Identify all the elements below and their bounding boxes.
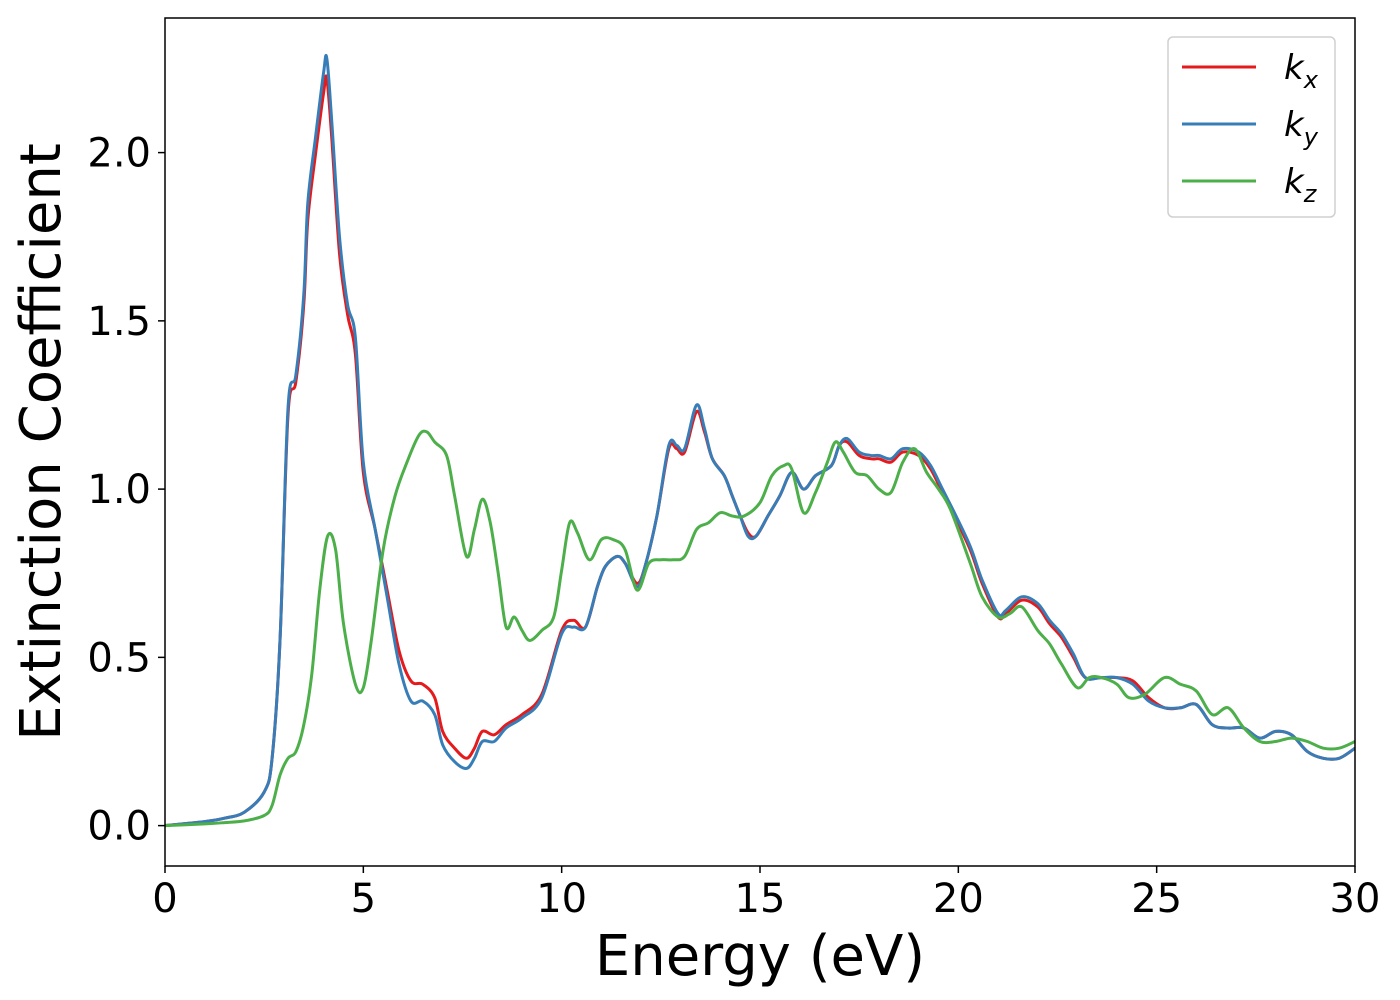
legend-label-subscript: y	[1303, 123, 1319, 151]
legend-label-main: k	[1284, 105, 1305, 145]
x-tick-label: 15	[735, 876, 786, 922]
legend-label-main: k	[1284, 162, 1305, 202]
legend-label-main: k	[1284, 48, 1305, 88]
x-tick-label: 5	[351, 876, 376, 922]
y-tick-label: 1.5	[87, 299, 151, 345]
legend-label-kz: kz	[1284, 162, 1318, 208]
x-tick-label: 10	[536, 876, 587, 922]
x-tick-label: 0	[152, 876, 177, 922]
x-tick-label: 20	[933, 876, 984, 922]
y-axis: 0.0 0.5 1.0 1.5 2.0	[87, 131, 165, 850]
x-axis: 0 5 10 15 20 25 30	[152, 866, 1380, 922]
x-tick-label: 25	[1131, 876, 1182, 922]
y-axis-label: Extinction Coefficient	[9, 143, 74, 741]
y-tick-label: 0.5	[87, 635, 151, 681]
legend-box	[1167, 36, 1336, 218]
x-tick-label: 30	[1330, 876, 1381, 922]
legend-label-ky: ky	[1284, 105, 1319, 151]
series-line-kz	[165, 429, 1355, 828]
legend-label-subscript: x	[1303, 66, 1319, 94]
x-axis-label: Energy (eV)	[595, 924, 925, 989]
legend-label-subscript: z	[1303, 180, 1318, 208]
y-tick-label: 1.0	[87, 467, 151, 513]
series-layer	[165, 53, 1355, 828]
legend-label-kx: kx	[1284, 48, 1319, 94]
y-tick-label: 2.0	[87, 131, 151, 177]
series-line-ky	[165, 53, 1355, 828]
y-tick-label: 0.0	[87, 804, 151, 850]
